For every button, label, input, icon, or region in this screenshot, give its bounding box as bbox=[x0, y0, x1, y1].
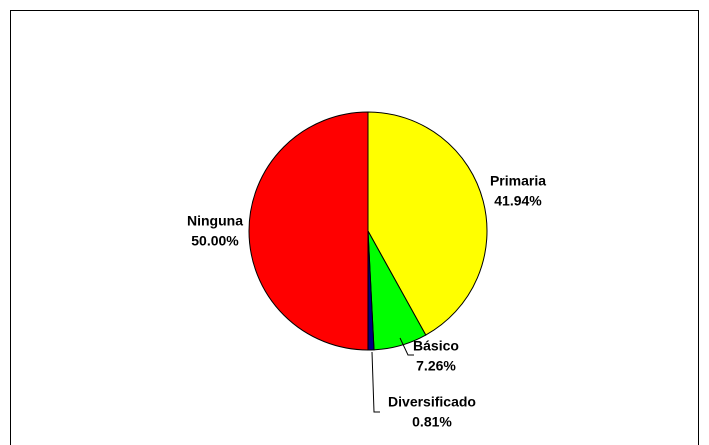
slice-label: Ninguna bbox=[187, 213, 243, 229]
leader-line bbox=[371, 351, 380, 413]
leader-line bbox=[399, 337, 414, 356]
slice-label: Básico bbox=[413, 338, 459, 354]
slice-value-label: 41.94% bbox=[494, 193, 542, 209]
slice-value-label: 0.81% bbox=[412, 414, 452, 430]
slice-value-label: 7.26% bbox=[416, 358, 456, 374]
slice-label: Diversificado bbox=[388, 394, 476, 410]
pie-slice bbox=[367, 111, 488, 336]
slice-value-label: 50.00% bbox=[191, 233, 239, 249]
pie-slice bbox=[248, 111, 369, 351]
slice-label: Primaria bbox=[490, 173, 546, 189]
